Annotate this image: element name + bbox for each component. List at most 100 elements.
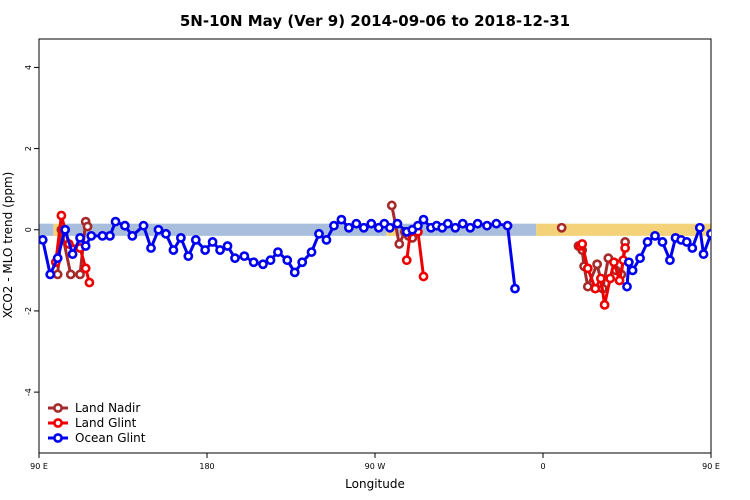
data-point — [321, 235, 332, 245]
data-point — [635, 253, 645, 264]
data-point — [65, 269, 76, 280]
y-tick-label: -4 — [24, 388, 33, 396]
data-point — [730, 232, 737, 239]
data-point — [418, 214, 429, 225]
data-point — [168, 245, 179, 255]
data-point — [650, 230, 660, 241]
chart-title: 5N-10N May (Ver 9) 2014-09-06 to 2018-12… — [180, 12, 570, 30]
data-point — [401, 255, 412, 266]
data-point — [127, 230, 138, 241]
data-point — [265, 255, 276, 266]
legend-label: Land Nadir — [75, 401, 140, 415]
legend-marker — [53, 418, 63, 428]
data-point — [358, 222, 369, 233]
data-point — [614, 275, 625, 286]
x-tick-label: 90 W — [365, 462, 386, 471]
series-layer — [39, 200, 750, 310]
data-point — [75, 232, 85, 243]
data-point — [273, 247, 283, 257]
data-point — [222, 241, 233, 251]
x-tick-label: 90 E — [30, 462, 48, 471]
data-point — [207, 237, 218, 247]
data-point — [80, 263, 91, 274]
data-point — [595, 273, 606, 284]
data-point — [599, 299, 610, 310]
data-point — [502, 220, 513, 231]
data-point — [392, 218, 403, 229]
data-point — [343, 222, 354, 233]
plot-frame — [38, 38, 712, 454]
data-point — [582, 281, 593, 292]
data-point — [161, 228, 171, 239]
x-tick-label: 90 E — [702, 462, 720, 471]
data-point — [258, 259, 268, 270]
data-point — [737, 234, 744, 241]
legend-label: Ocean Glint — [75, 431, 146, 445]
data-point — [457, 218, 468, 229]
data-point — [627, 265, 638, 276]
legend-label: Land Glint — [75, 416, 137, 430]
data-point — [681, 237, 692, 247]
plot-area: -4 -2 0 2 4 90 E 180 90 W 0 90 E — [24, 38, 750, 471]
data-point — [582, 263, 593, 274]
data-point — [80, 241, 91, 251]
band-segment — [536, 223, 711, 236]
data-point — [743, 224, 750, 231]
data-point — [82, 221, 93, 232]
data-point — [297, 257, 308, 268]
data-point — [394, 239, 405, 249]
data-point — [745, 218, 750, 225]
data-point — [190, 235, 201, 245]
data-point — [622, 281, 632, 292]
data-point — [385, 222, 395, 233]
data-point — [745, 255, 750, 262]
data-point — [642, 237, 653, 247]
data-point — [39, 235, 48, 245]
data-point — [722, 232, 729, 239]
data-point — [465, 222, 476, 233]
data-point — [450, 222, 461, 233]
data-point — [138, 220, 149, 231]
data-point — [86, 230, 97, 241]
data-point — [605, 273, 616, 284]
data-point — [706, 228, 711, 239]
data-point — [45, 269, 56, 280]
data-point — [329, 220, 339, 231]
data-point — [386, 200, 397, 211]
data-point — [119, 220, 130, 231]
band-segment — [720, 224, 732, 236]
data-point — [84, 277, 95, 288]
y-tick-label: 4 — [24, 65, 33, 70]
data-point — [665, 255, 675, 266]
data-point — [200, 245, 211, 255]
data-point — [694, 222, 705, 233]
data-point — [239, 251, 250, 262]
band-segment — [39, 223, 54, 236]
data-point — [482, 220, 492, 231]
data-point — [609, 257, 619, 268]
series-ocean-glint — [39, 214, 750, 294]
data-point — [75, 269, 85, 280]
data-point — [577, 239, 588, 249]
data-point — [623, 257, 634, 268]
data-point — [715, 244, 722, 251]
x-axis-label: Longitude — [345, 477, 405, 491]
data-point — [105, 230, 115, 241]
legend-marker — [53, 403, 63, 413]
data-point — [590, 283, 601, 294]
y-tick-label: 2 — [24, 146, 33, 151]
data-point — [314, 228, 324, 239]
data-point — [67, 249, 78, 260]
data-point — [698, 249, 709, 260]
data-point — [620, 243, 631, 253]
y-axis-label: XCO2 - MLO trend (ppm) — [1, 172, 15, 319]
y-tick-label: -2 — [24, 307, 33, 315]
data-point — [366, 218, 377, 229]
data-point — [472, 218, 483, 229]
data-point — [351, 218, 362, 229]
data-point — [687, 243, 698, 253]
data-point — [282, 255, 293, 266]
data-point — [110, 216, 121, 227]
data-point — [306, 247, 317, 257]
